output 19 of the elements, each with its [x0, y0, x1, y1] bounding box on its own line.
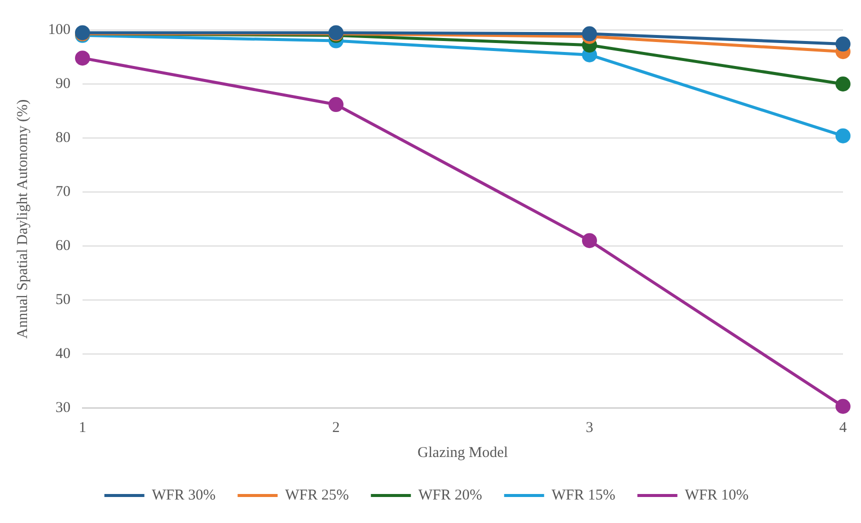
legend-label: WFR 30%: [152, 487, 216, 504]
y-tick-label: 50: [56, 292, 70, 308]
y-axis-title: Annual Spatial Daylight Autonomy (%): [14, 99, 31, 339]
legend-label: WFR 15%: [552, 487, 616, 504]
legend-label: WFR 20%: [418, 487, 482, 504]
x-tick-label: 2: [332, 420, 340, 436]
legend-label: WFR 25%: [285, 487, 349, 504]
legend-label: WFR 10%: [684, 487, 749, 504]
x-tick-label: 1: [78, 420, 86, 436]
y-tick-label: 30: [56, 400, 70, 416]
y-tick-label: 80: [56, 130, 70, 146]
x-tick-label: 3: [586, 420, 594, 436]
y-tick-label: 60: [56, 238, 70, 254]
y-tick-label: 70: [56, 184, 70, 200]
y-tick-label: 100: [48, 22, 70, 38]
y-tick-label: 40: [56, 346, 70, 362]
x-axis-title: Glazing Model: [418, 444, 508, 461]
y-tick-label: 90: [56, 76, 70, 92]
x-tick-label: 4: [839, 420, 848, 436]
